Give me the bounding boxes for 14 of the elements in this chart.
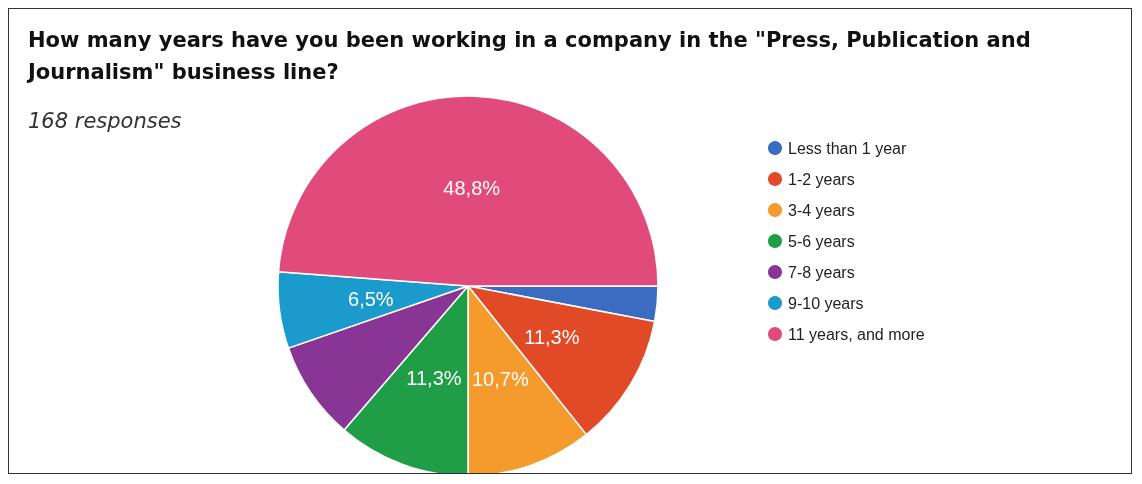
legend-label: 11 years, and more <box>788 325 925 343</box>
legend-label: 9-10 years <box>788 294 864 312</box>
data-label: 6,5% <box>348 287 394 310</box>
legend-label: 7-8 years <box>788 263 855 281</box>
text: 168 responses <box>28 108 182 133</box>
chart-title: How many years have you been working in a company in the "Press, Publication and Journalism" business line? <box>26 28 1038 84</box>
legend-label: 3-4 years <box>788 201 855 219</box>
data-label: 48,8% <box>443 177 501 200</box>
data-label: 11,3% <box>406 366 462 389</box>
legend-label: 1-2 years <box>788 170 855 188</box>
legend-label: Less than 1 year <box>788 139 907 157</box>
legend-label: 5-6 years <box>788 232 855 250</box>
data-label: 11,3% <box>524 325 580 348</box>
data-label: 10,7% <box>471 367 529 390</box>
